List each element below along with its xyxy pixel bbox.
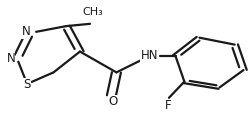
Text: N: N [6, 52, 15, 65]
Text: N: N [21, 25, 30, 38]
Text: F: F [164, 99, 171, 112]
Text: HN: HN [140, 49, 157, 62]
Text: S: S [23, 78, 31, 91]
Text: CH₃: CH₃ [82, 7, 103, 17]
Text: O: O [108, 95, 117, 108]
